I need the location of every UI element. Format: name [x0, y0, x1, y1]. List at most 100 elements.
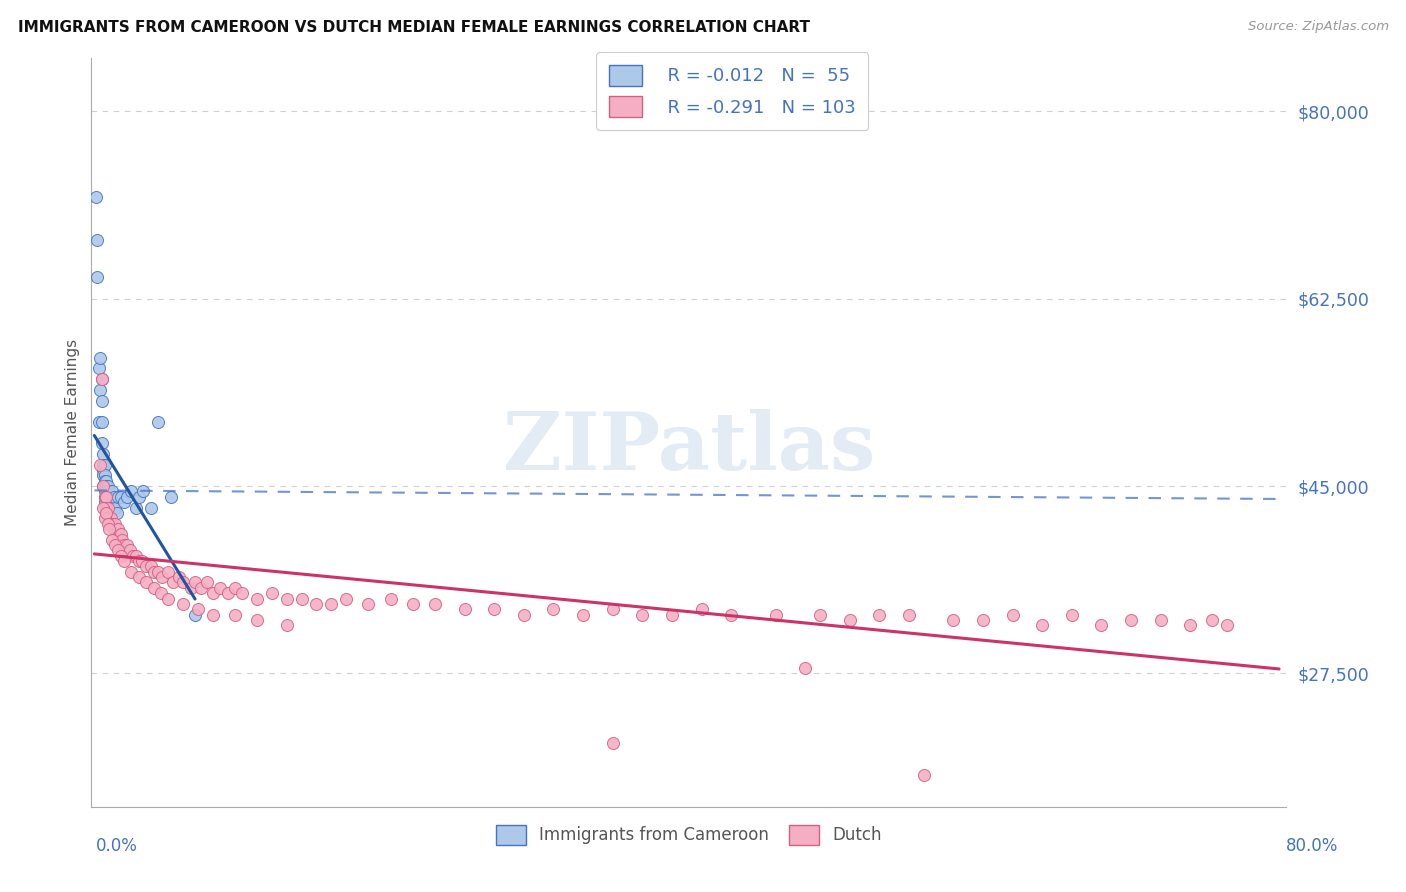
- Point: [1119, 613, 1142, 627]
- Point: [180, 581, 202, 595]
- Point: [276, 618, 298, 632]
- Point: [157, 591, 180, 606]
- Point: [103, 522, 125, 536]
- Point: [86, 233, 108, 247]
- Point: [103, 490, 125, 504]
- Point: [152, 570, 174, 584]
- Point: [98, 511, 121, 525]
- Point: [690, 602, 713, 616]
- Point: [808, 607, 831, 622]
- Point: [172, 575, 194, 590]
- Point: [142, 565, 165, 579]
- Point: [90, 372, 112, 386]
- Point: [135, 575, 157, 590]
- Point: [190, 581, 212, 595]
- Point: [139, 500, 162, 515]
- Point: [112, 538, 135, 552]
- Point: [93, 495, 115, 509]
- Point: [146, 565, 169, 579]
- Point: [110, 527, 132, 541]
- Text: 80.0%: 80.0%: [1286, 837, 1339, 855]
- Point: [97, 506, 120, 520]
- Point: [128, 554, 150, 568]
- Point: [121, 549, 143, 563]
- Point: [246, 613, 269, 627]
- Point: [305, 597, 328, 611]
- Point: [132, 484, 155, 499]
- Point: [93, 468, 115, 483]
- Point: [91, 463, 114, 477]
- Point: [96, 490, 118, 504]
- Point: [98, 495, 121, 509]
- Point: [231, 586, 253, 600]
- Point: [128, 490, 150, 504]
- Point: [335, 591, 357, 606]
- Point: [195, 575, 218, 590]
- Point: [91, 479, 114, 493]
- Point: [101, 533, 124, 547]
- Point: [110, 490, 132, 504]
- Point: [93, 484, 115, 499]
- Point: [1060, 607, 1083, 622]
- Point: [97, 490, 120, 504]
- Point: [167, 570, 190, 584]
- Point: [90, 372, 112, 386]
- Point: [146, 415, 169, 429]
- Point: [100, 511, 122, 525]
- Point: [105, 506, 128, 520]
- Point: [84, 190, 107, 204]
- Point: [97, 500, 120, 515]
- Point: [162, 575, 184, 590]
- Point: [150, 586, 173, 600]
- Point: [96, 500, 118, 515]
- Point: [98, 511, 121, 525]
- Point: [209, 581, 232, 595]
- Point: [91, 468, 114, 483]
- Text: Source: ZipAtlas.com: Source: ZipAtlas.com: [1249, 20, 1389, 33]
- Point: [720, 607, 742, 622]
- Point: [631, 607, 654, 622]
- Point: [105, 527, 128, 541]
- Point: [87, 415, 110, 429]
- Text: 0.0%: 0.0%: [96, 837, 138, 855]
- Point: [135, 559, 157, 574]
- Point: [217, 586, 239, 600]
- Point: [172, 597, 194, 611]
- Point: [972, 613, 994, 627]
- Point: [90, 436, 112, 450]
- Point: [262, 586, 284, 600]
- Point: [276, 591, 298, 606]
- Point: [93, 474, 115, 488]
- Point: [1216, 618, 1239, 632]
- Point: [101, 500, 124, 515]
- Point: [111, 533, 134, 547]
- Point: [201, 607, 224, 622]
- Point: [794, 661, 817, 675]
- Point: [1149, 613, 1171, 627]
- Point: [321, 597, 343, 611]
- Point: [97, 479, 120, 493]
- Point: [98, 490, 121, 504]
- Point: [100, 500, 122, 515]
- Point: [93, 458, 115, 472]
- Point: [115, 538, 138, 552]
- Point: [120, 484, 142, 499]
- Point: [96, 474, 118, 488]
- Point: [160, 490, 183, 504]
- Text: ZIPatlas: ZIPatlas: [503, 409, 875, 487]
- Point: [112, 495, 135, 509]
- Point: [897, 607, 920, 622]
- Point: [201, 586, 224, 600]
- Point: [482, 602, 505, 616]
- Point: [104, 516, 127, 531]
- Point: [118, 543, 141, 558]
- Point: [120, 565, 142, 579]
- Point: [89, 458, 111, 472]
- Point: [93, 490, 115, 504]
- Point: [107, 543, 129, 558]
- Point: [115, 490, 138, 504]
- Point: [139, 559, 162, 574]
- Point: [91, 479, 114, 493]
- Point: [97, 516, 120, 531]
- Point: [187, 602, 209, 616]
